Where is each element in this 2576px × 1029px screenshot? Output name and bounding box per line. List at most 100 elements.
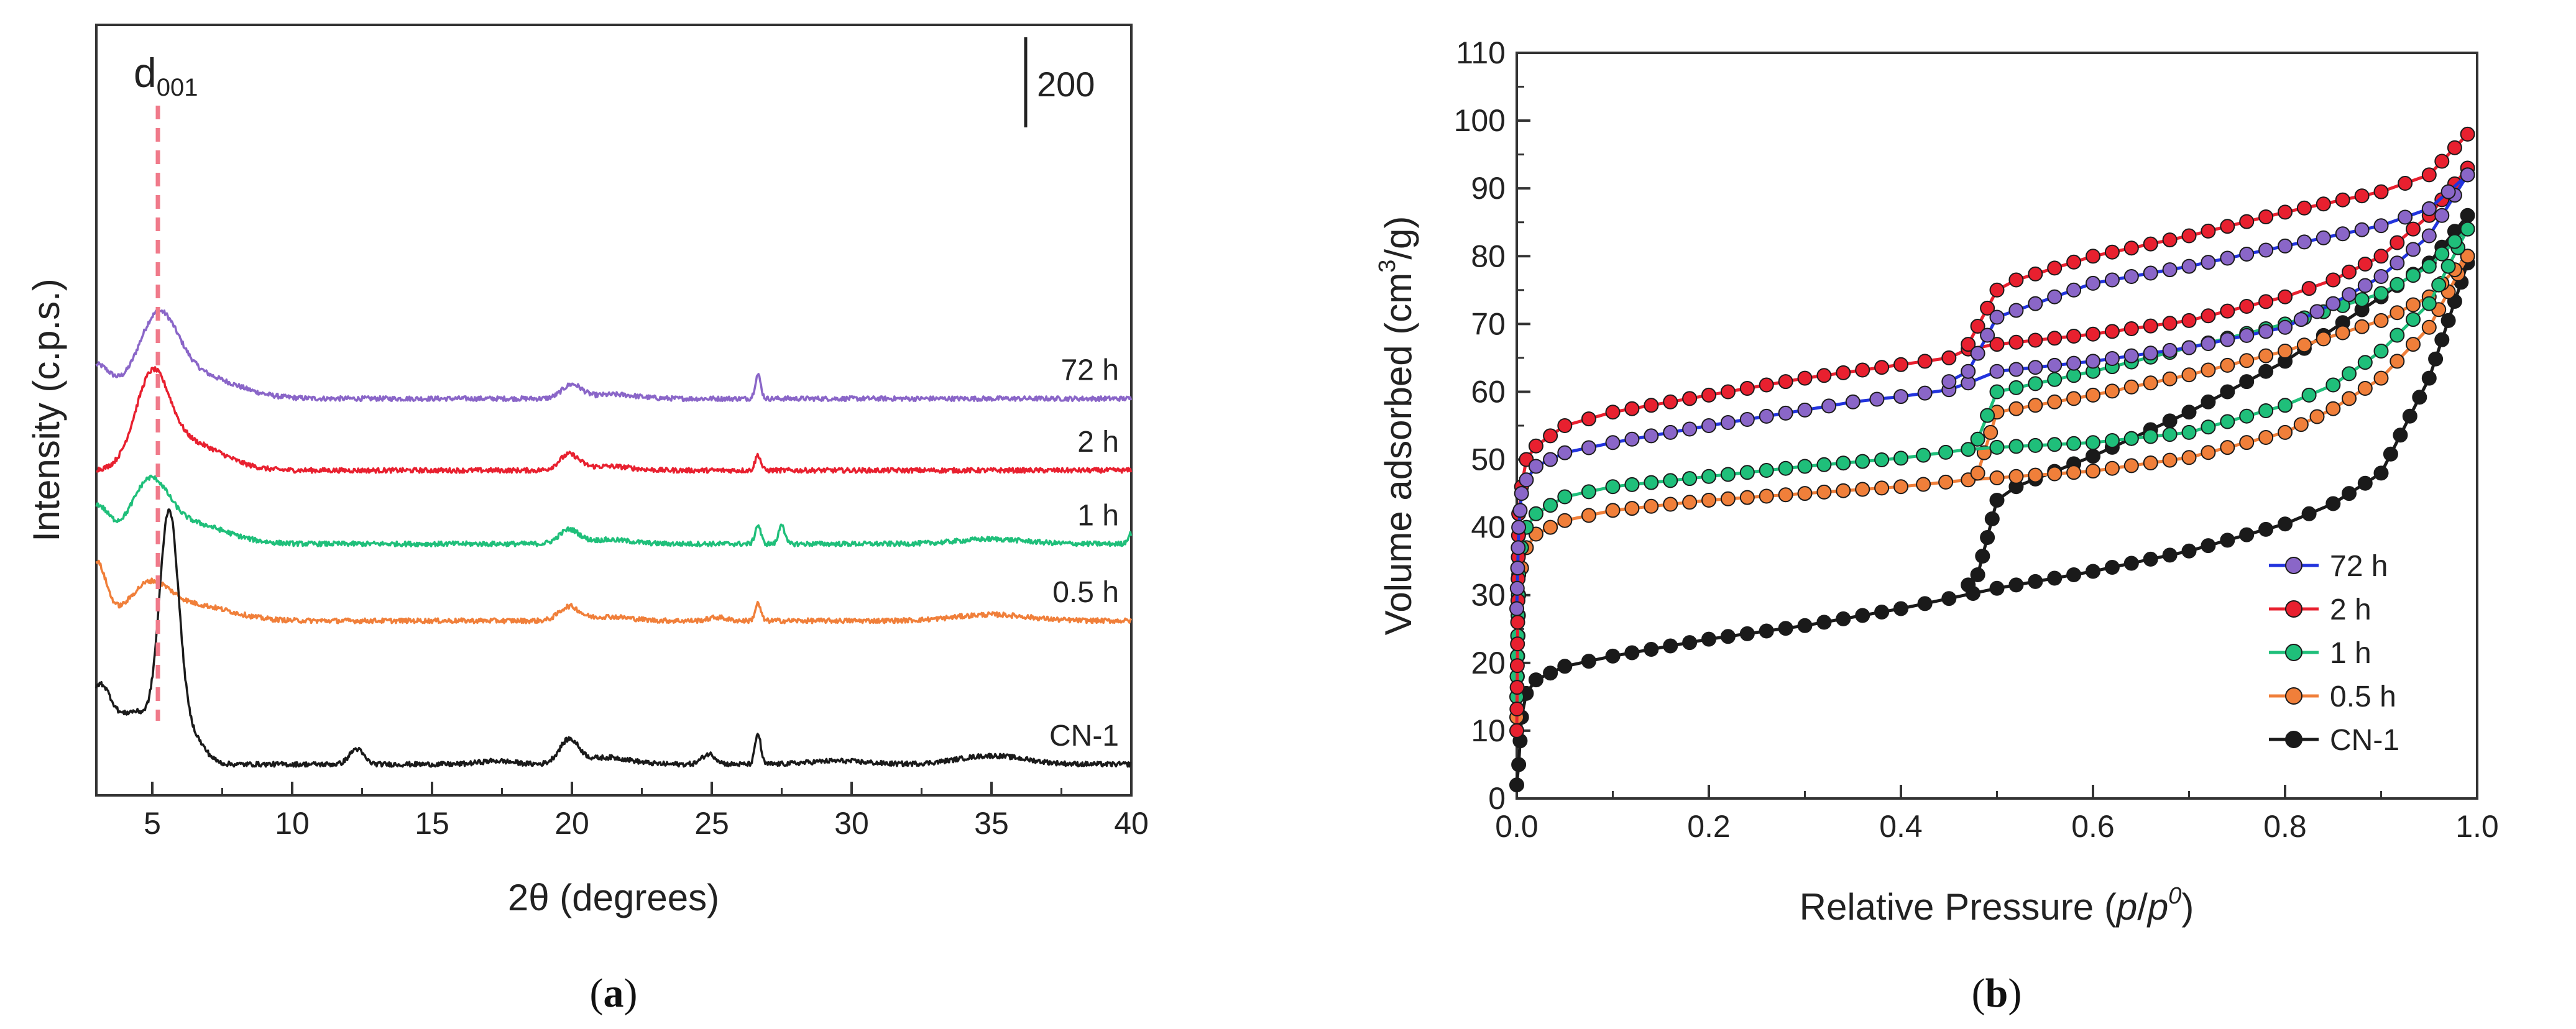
- data-point: [1739, 381, 1755, 396]
- data-point: [2008, 577, 2024, 593]
- data-point: [1989, 470, 2005, 485]
- x-axis-label: 2θ (degrees): [508, 877, 719, 918]
- xrd-trace-CN-1: [95, 508, 1132, 768]
- data-point: [1682, 391, 1698, 406]
- x-tick-label: 15: [415, 806, 449, 841]
- data-point: [1557, 489, 1573, 505]
- data-point: [1941, 374, 1957, 390]
- data-point: [2104, 324, 2120, 339]
- data-point: [2239, 408, 2255, 424]
- data-point: [2008, 439, 2024, 454]
- data-point: [1970, 567, 1985, 582]
- data-point: [2143, 236, 2158, 252]
- data-point: [2278, 424, 2293, 440]
- data-point: [2278, 398, 2293, 413]
- data-point: [2239, 327, 2255, 343]
- x-tick-label: 35: [974, 806, 1009, 841]
- data-point: [2373, 465, 2389, 481]
- data-point: [1511, 519, 1527, 535]
- isotherm-1-h: [1509, 221, 2475, 705]
- data-point: [1816, 615, 1832, 630]
- data-point: [2342, 391, 2357, 406]
- data-point: [2301, 281, 2317, 296]
- data-point: [1512, 503, 1528, 518]
- data-point: [2123, 348, 2139, 364]
- data-point: [1663, 394, 1678, 409]
- data-point: [2220, 219, 2235, 234]
- data-point: [2220, 414, 2235, 429]
- data-point: [2373, 286, 2389, 301]
- data-point: [2086, 564, 2100, 579]
- data-point: [1701, 493, 1716, 508]
- data-point: [1624, 477, 1640, 492]
- data-point: [1543, 452, 1558, 467]
- data-point: [2301, 506, 2317, 521]
- x-tick-label: 5: [144, 806, 161, 841]
- data-point: [1510, 636, 1525, 652]
- data-point: [1797, 618, 1813, 633]
- x-tick-label: 0.4: [1879, 809, 1923, 844]
- data-point: [2201, 336, 2216, 351]
- data-point: [2296, 234, 2312, 250]
- data-point: [1720, 415, 1736, 430]
- data-point: [1581, 411, 1596, 427]
- data-point: [2181, 405, 2197, 420]
- data-point: [2220, 303, 2235, 319]
- data-point: [1581, 508, 1596, 523]
- data-point: [2421, 167, 2437, 183]
- data-point: [1543, 428, 1558, 444]
- data-point: [1701, 387, 1716, 403]
- data-point: [2434, 246, 2450, 262]
- data-point: [2239, 299, 2255, 314]
- data-point: [2123, 379, 2139, 395]
- data-point: [1916, 477, 1931, 492]
- data-point: [1893, 450, 1908, 466]
- data-point: [2335, 192, 2350, 208]
- data-point: [2398, 209, 2413, 225]
- data-point: [1970, 431, 1985, 447]
- data-point: [1980, 300, 1995, 316]
- data-point: [2342, 486, 2357, 501]
- data-point: [2390, 305, 2405, 321]
- data-point: [2354, 292, 2370, 308]
- data-point: [2047, 331, 2063, 346]
- data-point: [2028, 398, 2043, 413]
- data-point: [2201, 362, 2216, 378]
- data-point: [1961, 442, 1976, 457]
- data-point: [1961, 337, 1976, 352]
- data-point: [1557, 513, 1573, 528]
- data-point: [1528, 438, 1543, 454]
- data-point: [2373, 313, 2389, 328]
- data-point: [1989, 493, 2005, 508]
- data-point: [1797, 370, 1813, 386]
- data-point: [2373, 269, 2389, 284]
- data-point: [2335, 325, 2350, 341]
- data-point: [1509, 680, 1525, 695]
- data-point: [1797, 486, 1813, 501]
- data-point: [2181, 450, 2197, 465]
- data-point: [2354, 188, 2370, 204]
- data-point: [1605, 648, 1621, 664]
- data-point: [2220, 250, 2235, 266]
- y-tick-label: 110: [1456, 35, 1506, 70]
- data-point: [2066, 391, 2082, 406]
- data-point: [1528, 506, 1543, 521]
- data-point: [2104, 244, 2120, 260]
- data-point: [2104, 560, 2120, 575]
- data-point: [1663, 473, 1678, 488]
- data-point: [1510, 615, 1525, 630]
- data-point: [1509, 580, 1525, 596]
- data-point: [2354, 222, 2370, 237]
- data-point: [1720, 384, 1736, 400]
- data-point: [1874, 452, 1890, 467]
- data-point: [2028, 332, 2043, 348]
- data-point: [1605, 405, 1621, 420]
- data-point: [1797, 402, 1813, 418]
- data-point: [2162, 452, 2178, 468]
- data-point: [2258, 403, 2274, 418]
- legend-label: CN-1: [2330, 724, 2399, 757]
- data-point: [1509, 601, 1524, 616]
- data-point: [1984, 511, 2000, 526]
- data-point: [1644, 428, 1659, 444]
